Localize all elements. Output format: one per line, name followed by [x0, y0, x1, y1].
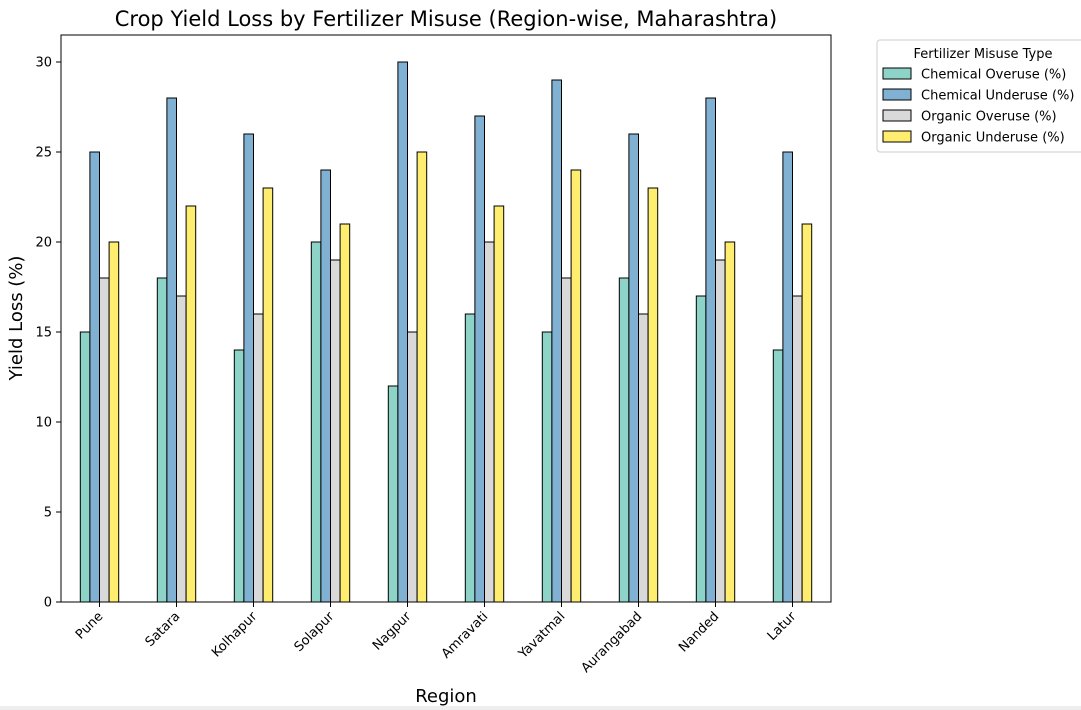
x-tick-label: Yavatmal — [515, 609, 568, 662]
legend-swatch — [882, 130, 912, 143]
legend-label: Organic Underuse (%) — [921, 131, 1065, 146]
bar — [108, 241, 120, 603]
plot-frame — [60, 34, 832, 603]
y-tick-label: 25 — [35, 146, 52, 161]
x-axis-label: Region — [415, 686, 477, 707]
bar — [387, 385, 399, 603]
bar — [464, 313, 476, 603]
bar — [416, 151, 428, 603]
legend-label: Organic Overuse (%) — [921, 110, 1057, 125]
bar — [695, 295, 707, 603]
y-axis-label: Yield Loss (%) — [6, 256, 27, 382]
bar — [705, 97, 717, 603]
bar — [782, 151, 794, 603]
chart-title: Crop Yield Loss by Fertilizer Misuse (Re… — [115, 7, 777, 31]
bar — [792, 295, 803, 603]
bar — [715, 259, 726, 603]
bar — [79, 331, 91, 603]
bar — [772, 349, 784, 603]
bar — [474, 115, 485, 603]
bottom-strip — [0, 706, 1081, 710]
y-tick-label: 0 — [44, 596, 52, 611]
bar — [397, 61, 408, 603]
bar — [243, 133, 254, 603]
legend-swatch — [882, 109, 912, 122]
bar — [176, 295, 187, 603]
legend-swatch — [882, 88, 912, 101]
bar — [541, 331, 553, 603]
legend-label: Chemical Underuse (%) — [921, 89, 1074, 104]
bar — [185, 205, 197, 603]
x-tick-label: Aurangabad — [579, 609, 646, 676]
x-tick-label: Kolhapur — [209, 609, 261, 661]
x-tick-label: Solapur — [292, 609, 338, 655]
x-tick-label: Nanded — [676, 609, 722, 655]
x-axis-ticks: Pune Satara Kolhapur Solapur Nagpur Amravati Y… — [73, 602, 800, 676]
bar — [561, 277, 572, 603]
bar — [493, 205, 505, 603]
x-tick-label: Nagpur — [370, 609, 415, 654]
bar — [551, 79, 563, 603]
y-tick-label: 15 — [35, 326, 52, 341]
bar — [89, 151, 101, 603]
x-tick-label: Satara — [143, 609, 184, 650]
bar — [310, 241, 322, 603]
legend: Fertilizer Misuse Type Chemical Overuse … — [876, 39, 1081, 153]
y-tick-label: 30 — [35, 56, 52, 71]
bar — [233, 349, 245, 603]
y-axis-ticks: 0 5 10 15 20 25 30 — [35, 56, 61, 611]
bar — [801, 223, 813, 603]
bar — [262, 187, 274, 603]
x-tick-label: Latur — [765, 609, 800, 644]
y-tick-label: 20 — [35, 236, 52, 251]
bar — [628, 133, 640, 603]
bar — [156, 277, 168, 603]
bar — [330, 259, 341, 603]
x-tick-label: Pune — [73, 609, 106, 642]
bar — [638, 313, 649, 603]
y-tick-label: 5 — [44, 506, 52, 521]
bar — [253, 313, 264, 603]
bar — [647, 187, 659, 603]
bar — [407, 331, 418, 603]
bars-group — [79, 61, 813, 603]
bar — [166, 97, 177, 603]
bar — [339, 223, 351, 603]
legend-label: Chemical Overuse (%) — [921, 68, 1066, 83]
legend-title: Fertilizer Misuse Type — [914, 47, 1053, 62]
y-tick-label: 10 — [35, 416, 52, 431]
x-tick-label: Amravati — [439, 609, 492, 662]
legend-swatch — [882, 67, 912, 80]
bar — [570, 169, 582, 603]
bar — [618, 277, 630, 603]
bar — [99, 277, 110, 603]
bar — [724, 241, 736, 603]
bar — [484, 241, 495, 603]
legend-box — [876, 39, 1081, 153]
bar — [320, 169, 331, 603]
